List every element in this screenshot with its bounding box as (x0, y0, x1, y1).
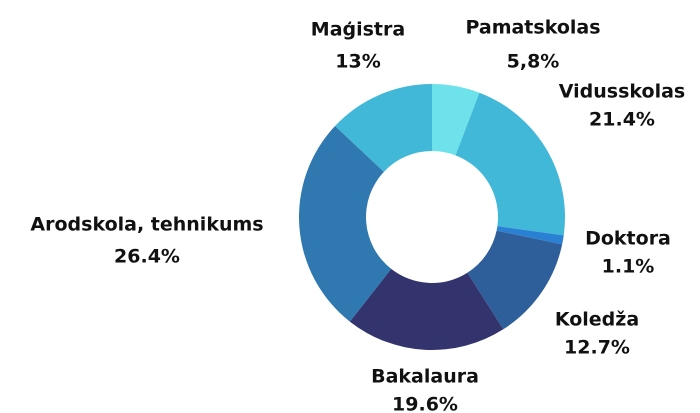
slice-value-label: 21.4% (589, 109, 655, 131)
slice-value-label: 13% (335, 51, 380, 73)
slice-label: Maģistra (311, 19, 405, 41)
slice-value-label: 5,8% (507, 51, 560, 73)
slice-label: Vidusskolas (559, 81, 685, 103)
slice-label: Pamatskolas (465, 17, 600, 39)
donut-slice (467, 230, 563, 330)
donut-slice (349, 268, 504, 351)
slice-value-label: 12.7% (564, 337, 630, 359)
slice-label: Arodskola, tehnikums (30, 214, 263, 236)
slice-label: Koledža (555, 309, 639, 331)
donut-slice (432, 84, 480, 156)
donut-slice (335, 84, 432, 172)
slice-value-label: 26.4% (114, 246, 180, 268)
donut-slice (455, 92, 565, 236)
donut-slice (496, 226, 564, 245)
donut-slice (299, 125, 392, 322)
slice-label: Bakalaura (371, 366, 479, 388)
slice-value-label: 19.6% (392, 394, 458, 413)
slice-label: Doktora (585, 228, 671, 250)
slice-value-label: 1.1% (602, 256, 655, 278)
